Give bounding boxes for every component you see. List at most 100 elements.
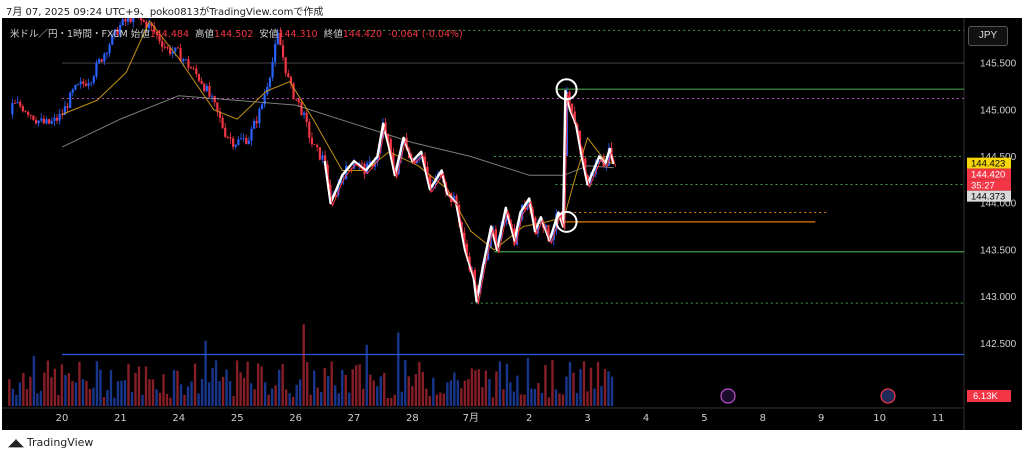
volume-bar [337,393,340,406]
volume-bar [190,381,193,406]
volume-bar [183,394,186,406]
volume-bar [50,377,53,406]
candle-body [147,23,151,28]
volume-bar [225,369,228,406]
volume-bar [74,382,78,406]
candle-body [16,101,19,104]
y-tick-label: 143.000 [980,292,1017,303]
volume-bar [407,376,410,406]
volume-bar [172,369,176,406]
chart-panel[interactable]: 145.500 145.000 144.500 144.000 143.500 143.0… [2,18,1022,430]
x-tick-label: 28 [406,413,419,424]
volume-bar [600,386,603,406]
volume-bar [29,376,32,406]
volume-bar [327,375,330,406]
volume-bar [291,396,295,406]
candle-body [345,166,348,180]
volume-bar [312,370,316,406]
candle-body [171,51,174,54]
candle-body [550,239,553,241]
candle-body [389,139,392,153]
volume-bar [505,363,509,406]
candle-body [45,119,48,124]
volume-bar [281,363,284,406]
candle-body [166,46,169,48]
volume-bar [463,380,467,406]
volume-bar [540,392,544,406]
candle-body [50,120,53,124]
volume-bar [102,397,106,406]
volume-bar [130,392,134,406]
y-tick-label: 144.500 [980,152,1017,163]
volume-bar [214,360,218,406]
volume-bar [176,370,179,406]
candle-body [13,102,17,104]
open-label: 始値 [130,29,150,40]
volume-bar [397,332,400,406]
volume-bar [200,379,204,406]
volume-bar [502,389,505,406]
candle-body [360,163,363,165]
candle-body [337,184,340,196]
volume-bar [109,369,113,406]
x-tick-label: 7月 [463,412,479,424]
candle-body [287,73,290,77]
candle-body [247,140,250,144]
volume-bar [446,382,449,406]
volume-bar [418,361,421,406]
volume-bar [197,393,200,406]
volume-bar [151,379,155,406]
x-tick-label: 21 [114,413,127,424]
volume-bar [603,369,607,406]
candle-body [592,173,595,176]
candle-body [258,108,261,124]
candle-body [229,137,232,139]
price-chart[interactable]: 145.500 145.000 144.500 144.000 143.500 143.0… [2,18,1022,430]
volume-bar [221,376,225,406]
symbol-label[interactable]: 米ドル／円・1時間・FXCM [10,29,128,40]
volume-bar [193,363,197,406]
candle-body [274,44,277,62]
volume-bar [456,380,460,406]
change-value: -0.064 (-0.04%) [388,29,463,40]
volume-bar [512,391,516,406]
volume-bar [586,391,589,406]
tradingview-logo[interactable]: ◢◣ TradingView [8,436,93,449]
volume-bar [46,360,50,406]
volume-bar [211,368,214,406]
candle-body [297,99,300,103]
volume-bar [484,370,488,406]
volume-bar [284,389,288,406]
price-label: 144.423 [971,159,1005,170]
volume-bar [432,377,435,406]
candle-body [323,155,327,165]
volume-bar [186,386,190,406]
x-tick-label: 20 [56,413,69,424]
volume-bar [228,381,232,406]
volume-bar [71,380,74,406]
volume-bar [610,376,614,406]
volume-bar [369,374,372,406]
candle-body [232,138,235,147]
volume-bar [239,372,242,406]
candle-body [176,47,180,49]
candle-body [140,18,143,21]
candle-body [426,166,429,176]
volume-bar [11,388,15,406]
currency-button[interactable]: JPY [968,26,1008,46]
volume-bar [36,393,39,406]
candle-body [234,144,237,147]
candle-body [119,25,122,36]
volume-bar [498,361,502,406]
volume-bar [242,377,246,406]
candle-body [195,68,198,75]
candle-body [71,89,74,93]
candle-body [455,195,458,205]
candle-body [536,222,540,234]
volume-bar [99,369,102,406]
candle-body [11,102,14,115]
candle-body [24,111,27,112]
candle-body [397,159,400,175]
volume-bar [179,384,183,406]
candle-body [21,106,24,112]
